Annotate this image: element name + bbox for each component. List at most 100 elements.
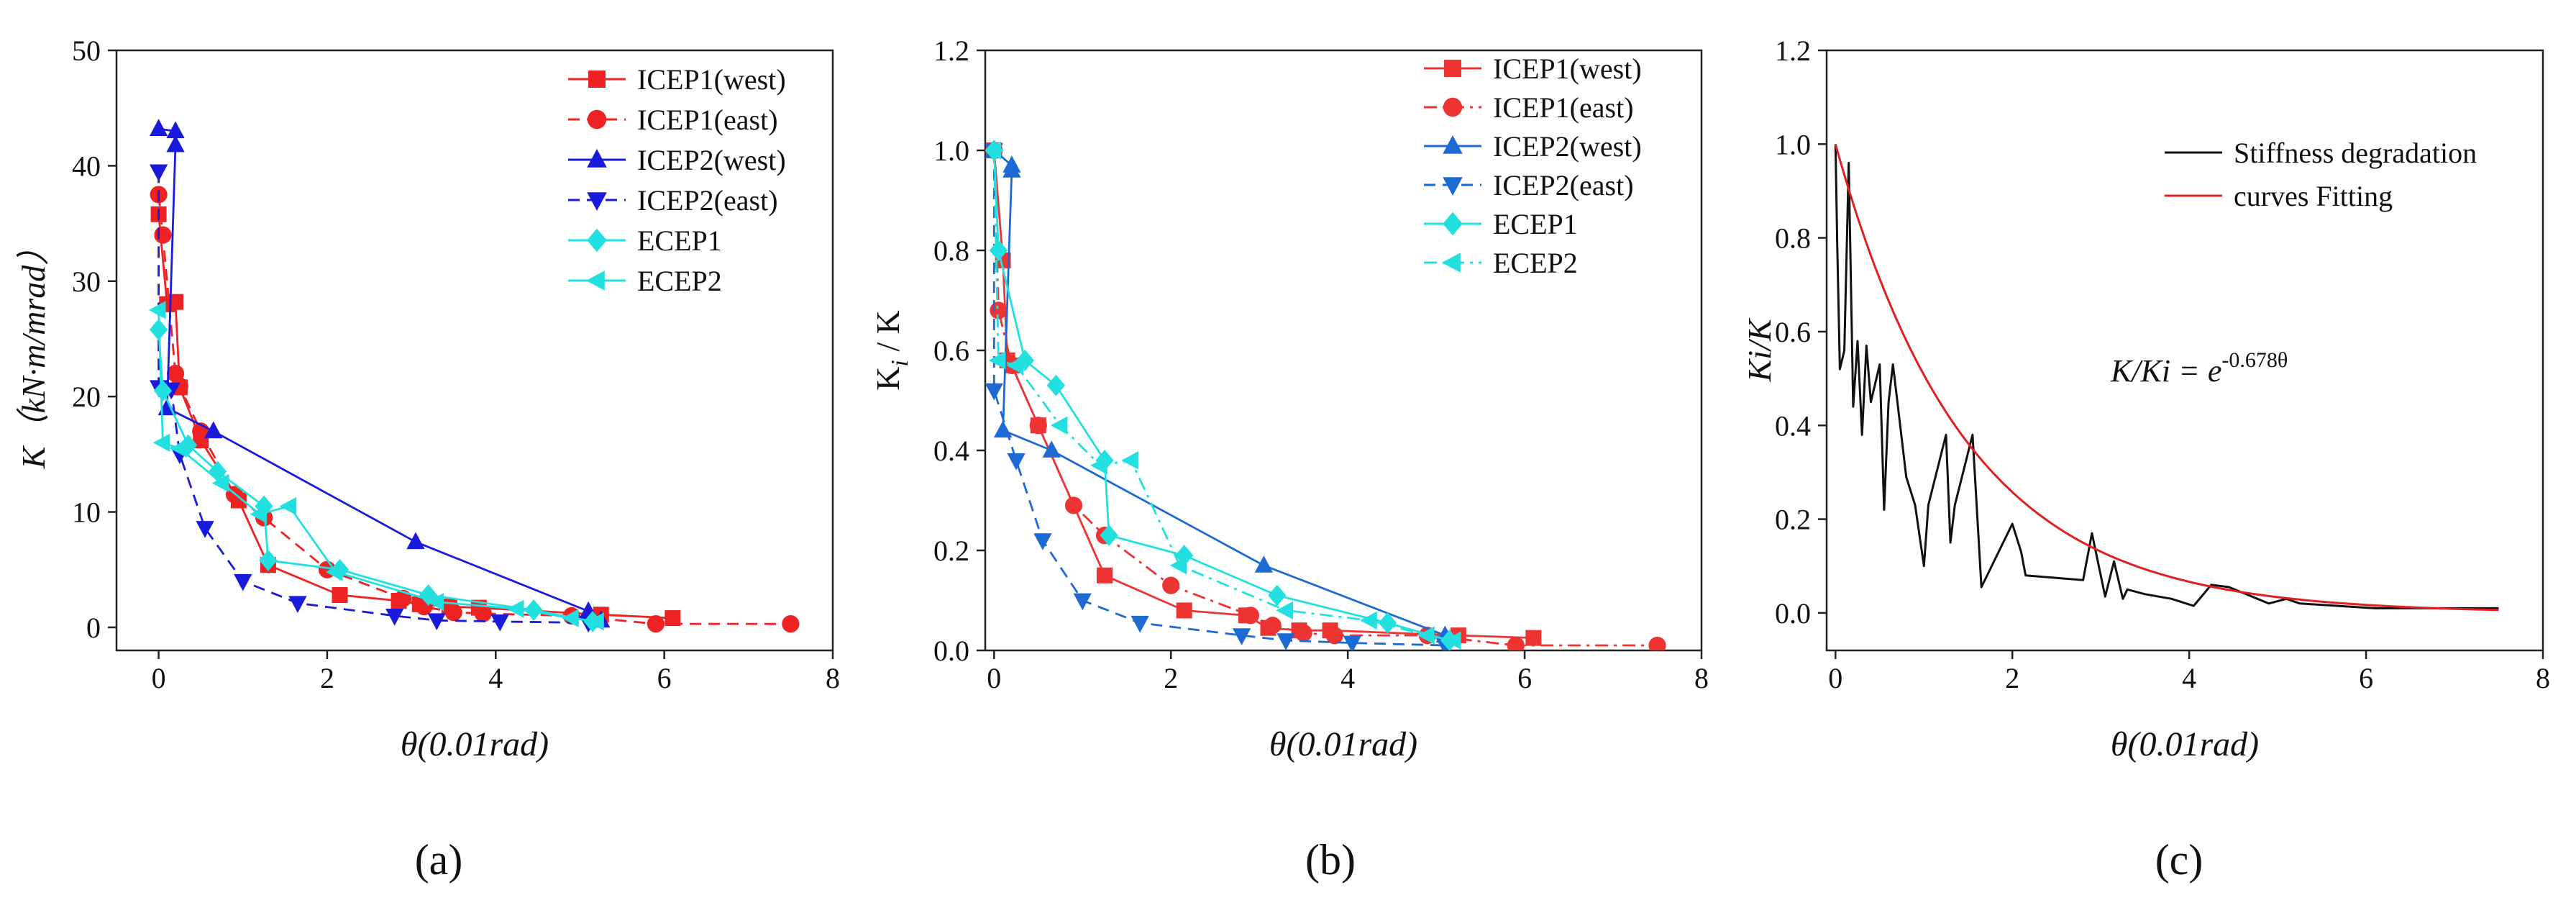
x-axis: 0 2 4 6 8 — [152, 650, 840, 694]
y-tick-label: 20 — [72, 381, 101, 413]
legend-label: ECEP1 — [1493, 208, 1578, 240]
y-tick-label: 0.0 — [1775, 597, 1811, 630]
y-tick-label: 1.2 — [933, 35, 969, 67]
data-point — [279, 496, 297, 516]
panel-c: 0 2 4 6 8 0.0 0.2 0.4 0.6 0.8 1.0 1.2 Stiffness de… — [1741, 35, 2550, 884]
y-tick-label: 40 — [72, 150, 101, 182]
x-axis: 0 2 4 6 8 — [987, 650, 1709, 694]
x-tick-label: 0 — [987, 662, 1001, 694]
data-point — [426, 592, 444, 612]
series-line-3 — [158, 127, 602, 622]
series-line-2 — [1834, 143, 2499, 612]
data-point — [782, 615, 800, 633]
data-point — [427, 613, 446, 631]
data-point — [1343, 635, 1361, 650]
data-point — [234, 573, 252, 591]
data-point — [1648, 636, 1666, 650]
series-line-6 — [157, 309, 598, 623]
legend-label: ECEP1 — [637, 224, 722, 257]
data-point — [1007, 453, 1026, 471]
data-point — [259, 550, 278, 571]
x-axis-label: θ(0.01rad) — [2111, 725, 2259, 763]
data-point — [1050, 416, 1068, 435]
data-point — [1254, 555, 1273, 573]
x-tick-label: 4 — [1340, 662, 1355, 694]
data-point — [1169, 556, 1187, 575]
data-point — [647, 615, 665, 633]
plot-frame — [115, 49, 834, 652]
x-tick-label: 2 — [1164, 662, 1178, 694]
data-point — [1525, 630, 1542, 646]
data-point — [490, 614, 509, 632]
data-point — [1121, 451, 1138, 470]
y-axis: 0.0 0.2 0.4 0.6 0.8 1.0 1.2 — [933, 35, 985, 667]
data-point — [250, 505, 268, 524]
y-tick-label: 0.8 — [933, 235, 969, 267]
y-tick-label: 1.0 — [933, 135, 969, 167]
data-point — [1064, 496, 1083, 514]
legend-label: ICEP2(west) — [637, 144, 786, 176]
data-point — [288, 596, 307, 613]
data-point — [153, 380, 173, 401]
data-point — [1232, 628, 1251, 645]
x-tick-label: 2 — [320, 662, 334, 694]
legend-marker — [586, 271, 605, 291]
data-point — [1268, 584, 1287, 607]
data-point — [1294, 624, 1312, 642]
data-point — [332, 587, 348, 604]
data-point — [170, 439, 187, 458]
data-point — [1073, 593, 1092, 611]
plot-frame — [1825, 49, 2544, 652]
y-tick-label: 0.4 — [933, 435, 969, 467]
legend-label: ICEP1(west) — [1493, 53, 1642, 85]
data-point — [1015, 350, 1034, 371]
legend-label: Stiffness degradation — [2234, 137, 2477, 169]
equation-label: K/Ki = e-0.678θ — [2110, 348, 2288, 389]
y-axis-label: K（kN·m/mrad） — [15, 232, 52, 469]
y-tick-label: 0.2 — [933, 535, 969, 567]
y-tick-label: 30 — [72, 265, 101, 298]
data-point — [154, 226, 172, 244]
data-point — [149, 119, 168, 136]
legend-marker — [1444, 60, 1461, 77]
data-point — [1100, 525, 1118, 546]
data-point — [524, 599, 543, 621]
y-tick-label: 0.6 — [933, 335, 969, 367]
data-point — [1360, 611, 1377, 630]
series-line-1 — [157, 214, 673, 619]
legend-marker — [587, 109, 607, 130]
y-tick-label: 0.6 — [1775, 316, 1811, 348]
data-point — [506, 599, 524, 618]
legend-marker — [1443, 212, 1463, 236]
legend: Stiffness degradation curves Fitting — [2165, 137, 2477, 212]
legend-marker — [1442, 253, 1461, 273]
y-axis-label: Ki / K — [869, 310, 913, 391]
panel-label: (a) — [415, 836, 463, 884]
data-point — [1002, 160, 1021, 178]
data-point — [325, 563, 343, 581]
legend-label: ICEP2(west) — [1493, 130, 1642, 163]
data-point — [196, 521, 214, 538]
data-point — [166, 121, 185, 139]
x-axis-label: θ(0.01rad) — [401, 725, 549, 763]
series-line-4 — [992, 150, 1445, 647]
equation-main: K/Ki = e — [2110, 353, 2221, 389]
y-axis-label: Ki/K — [1741, 317, 1778, 382]
legend-marker — [1443, 177, 1463, 196]
data-point — [178, 434, 198, 456]
data-point — [985, 383, 1003, 401]
legend-label: ICEP1(west) — [637, 63, 786, 96]
data-point — [1033, 533, 1052, 550]
data-point — [148, 301, 166, 319]
legend-marker — [1443, 135, 1463, 154]
data-point — [1162, 576, 1180, 594]
data-point — [562, 609, 579, 627]
plot-area — [985, 140, 1666, 650]
y-axis: 0 10 20 30 40 50 — [72, 35, 117, 644]
data-point — [1325, 627, 1343, 645]
data-point — [1042, 440, 1061, 458]
data-point — [1241, 607, 1259, 625]
legend-label: ICEP1(east) — [637, 104, 778, 136]
